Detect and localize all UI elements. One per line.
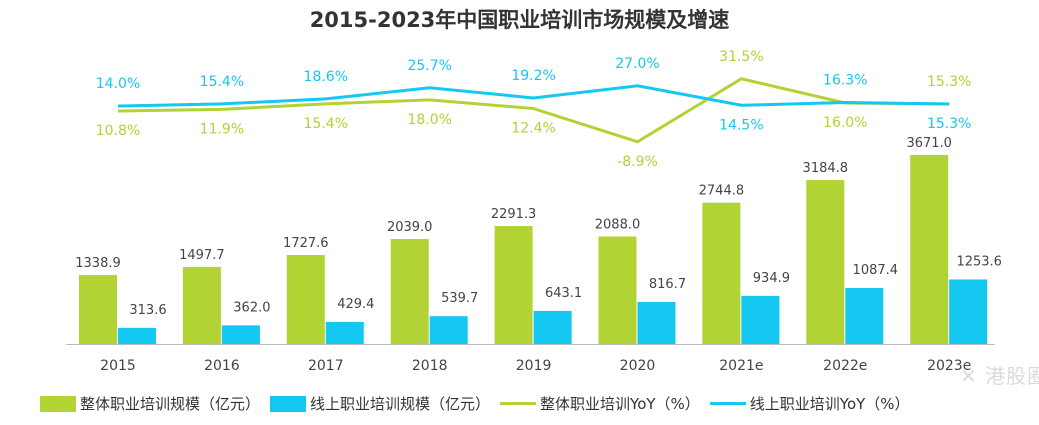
line-data-label: 12.4% <box>511 121 555 137</box>
x-tick-label: 2023e <box>927 358 971 374</box>
x-tick-label: 2016 <box>204 358 240 374</box>
x-tick-label: 2020 <box>620 358 656 374</box>
line-data-label: 14.5% <box>719 117 763 133</box>
x-tick-label: 2015 <box>100 358 136 374</box>
bar-data-label: 313.6 <box>129 303 166 318</box>
bar-data-label: 2291.3 <box>491 207 537 222</box>
line-data-label: 15.3% <box>927 116 971 132</box>
bar-online <box>949 279 988 344</box>
line-data-label: 11.9% <box>200 121 244 137</box>
bar-data-label: 429.4 <box>337 297 374 312</box>
watermark-text: 港股圈 <box>985 364 1039 388</box>
legend-label: 线上职业培训规模（亿元） <box>310 395 491 413</box>
legend-item: 整体职业培训YoY（%） <box>500 393 700 414</box>
bar-online <box>533 310 572 344</box>
bar-data-label: 934.9 <box>753 271 790 286</box>
legend-label: 整体职业培训YoY（%） <box>540 395 700 413</box>
bar-data-label: 3671.0 <box>906 136 952 151</box>
legend-swatch <box>500 402 537 405</box>
x-tick-label: 2018 <box>412 358 448 374</box>
legend-label: 整体职业培训规模（亿元） <box>80 395 261 413</box>
bar-data-label: 3184.8 <box>803 161 849 176</box>
legend-swatch <box>270 395 307 412</box>
line-data-label: 27.0% <box>615 56 659 72</box>
line-total-yoy <box>117 77 950 144</box>
line-data-label: 18.6% <box>304 69 348 85</box>
bar-data-label: 643.1 <box>545 286 582 301</box>
bar-online <box>429 316 468 344</box>
line-data-label: 15.4% <box>200 74 244 90</box>
line-data-label: 25.7% <box>407 58 451 74</box>
bar-online <box>741 295 780 344</box>
bar-online <box>325 321 364 344</box>
chart-title: 2015-2023年中国职业培训市场规模及增速 <box>309 8 730 32</box>
bar-total <box>79 275 117 344</box>
line-online-yoy <box>117 84 950 108</box>
line-data-label: -8.9% <box>617 154 658 170</box>
bar-data-label: 1253.6 <box>956 254 1002 269</box>
line-data-label: 14.0% <box>96 76 140 92</box>
line-data-label: 10.8% <box>96 123 140 139</box>
legend-item: 整体职业培训规模（亿元） <box>40 393 260 414</box>
line-data-label: 16.3% <box>823 72 867 88</box>
legend: 整体职业培训规模（亿元） 线上职业培训规模（亿元） 整体职业培训YoY（%） 线上职业… <box>40 393 910 414</box>
bar-data-label: 2744.8 <box>699 184 745 199</box>
bar-total <box>598 236 637 344</box>
bar-data-label: 1497.7 <box>179 248 225 263</box>
bar-data-label: 1087.4 <box>853 263 899 278</box>
bar-data-label: 539.7 <box>441 291 478 306</box>
legend-label: 线上职业培训YoY（%） <box>749 395 910 413</box>
bar-total <box>702 202 741 344</box>
line-data-label: 19.2% <box>511 68 555 84</box>
bar-data-label: 362.0 <box>233 300 270 315</box>
legend-swatch <box>40 395 76 412</box>
bar-data-label: 2088.0 <box>595 218 641 233</box>
x-tick-label: 2022e <box>823 358 867 374</box>
legend-item: 线上职业培训规模（亿元） <box>270 393 490 414</box>
line-data-label: 15.4% <box>304 116 348 132</box>
bar-data-label: 1727.6 <box>283 236 329 251</box>
bar-online <box>221 325 260 344</box>
bar-total <box>286 255 325 344</box>
x-tick-label: 2017 <box>308 358 344 374</box>
bar-total <box>910 155 949 344</box>
legend-item: 线上职业培训YoY（%） <box>709 393 910 414</box>
watermark: ✕ 港股圈 <box>960 360 1039 389</box>
line-data-label: 15.3% <box>927 74 971 90</box>
line-data-label: 16.0% <box>823 115 867 131</box>
x-tick-label: 2019 <box>516 358 552 374</box>
bar-total <box>182 266 221 344</box>
bar-data-label: 1338.9 <box>75 256 121 271</box>
legend-swatch <box>709 402 746 405</box>
bar-online <box>845 288 884 344</box>
bar-data-label: 816.7 <box>649 277 686 292</box>
bar-online <box>118 327 156 344</box>
line-data-label: 18.0% <box>407 112 451 128</box>
watermark-icon: ✕ <box>960 364 978 388</box>
bar-total <box>390 239 429 344</box>
line-data-label: 31.5% <box>719 49 763 65</box>
bar-total <box>494 226 533 344</box>
x-tick-label: 2021e <box>719 358 763 374</box>
bar-total <box>806 180 845 344</box>
bar-data-label: 2039.0 <box>387 220 433 235</box>
bar-online <box>637 301 676 344</box>
